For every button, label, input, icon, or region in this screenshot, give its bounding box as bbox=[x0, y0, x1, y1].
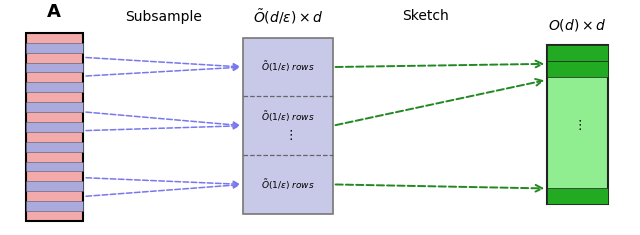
Bar bbox=[26, 43, 83, 53]
Text: $\tilde{O}(1/\epsilon)$ rows: $\tilde{O}(1/\epsilon)$ rows bbox=[261, 177, 315, 192]
Bar bbox=[26, 82, 83, 92]
Bar bbox=[26, 122, 83, 132]
Text: $\vdots$: $\vdots$ bbox=[284, 128, 292, 141]
Text: $O(d) \times d$: $O(d) \times d$ bbox=[548, 17, 607, 33]
Text: $\tilde{O}(d/\epsilon) \times d$: $\tilde{O}(d/\epsilon) \times d$ bbox=[253, 7, 323, 26]
Bar bbox=[26, 33, 83, 221]
Bar bbox=[26, 102, 83, 112]
Bar bbox=[26, 201, 83, 211]
Bar bbox=[547, 188, 608, 204]
Text: Sketch: Sketch bbox=[402, 9, 449, 24]
Bar bbox=[26, 161, 83, 171]
Bar bbox=[547, 45, 608, 204]
Bar bbox=[547, 45, 608, 61]
Bar bbox=[547, 61, 608, 77]
Text: $\mathbf{A}$: $\mathbf{A}$ bbox=[47, 3, 62, 21]
Text: Subsample: Subsample bbox=[125, 9, 202, 24]
Bar bbox=[26, 63, 83, 72]
Text: $\vdots$: $\vdots$ bbox=[573, 118, 582, 132]
Bar bbox=[243, 38, 333, 214]
Bar bbox=[26, 181, 83, 191]
Text: $\tilde{O}(1/\epsilon)$ rows: $\tilde{O}(1/\epsilon)$ rows bbox=[261, 110, 315, 124]
Bar bbox=[26, 142, 83, 152]
Text: $\tilde{O}(1/\epsilon)$ rows: $\tilde{O}(1/\epsilon)$ rows bbox=[261, 60, 315, 74]
